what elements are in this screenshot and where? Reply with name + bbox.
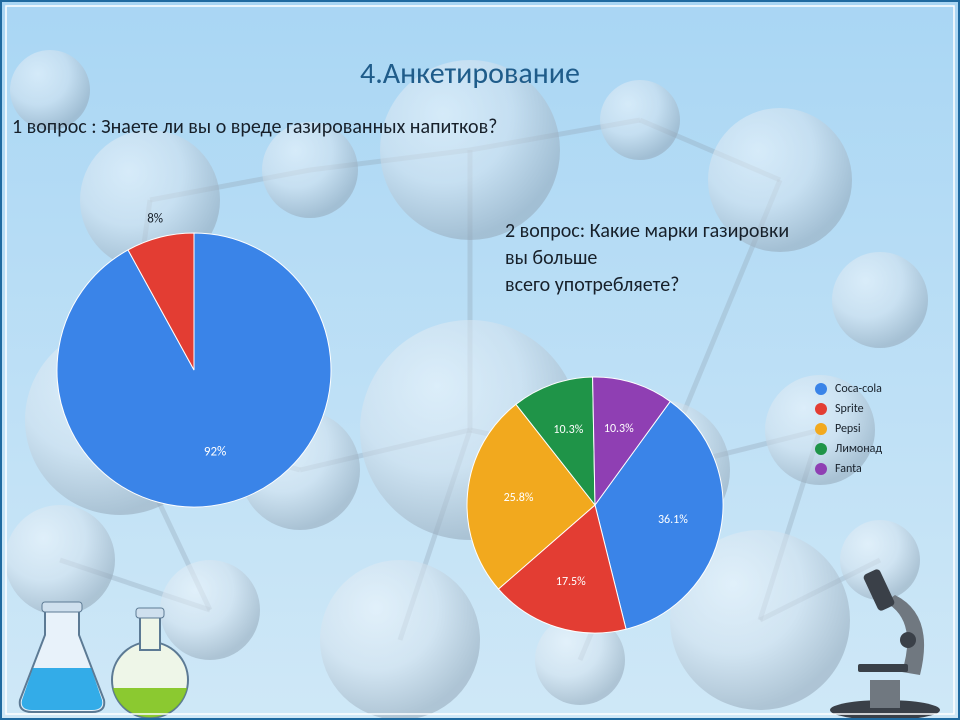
pie-slice-label: 92% bbox=[204, 445, 226, 460]
legend-swatch bbox=[815, 403, 827, 415]
pie-slice-label: 36.1% bbox=[658, 513, 688, 527]
pie-slice-label: 10.3% bbox=[604, 422, 634, 436]
legend-swatch bbox=[815, 463, 827, 475]
legend-label: Coca-cola bbox=[835, 382, 882, 396]
legend-swatch bbox=[815, 383, 827, 395]
pie-slice-label: 17.5% bbox=[556, 575, 586, 589]
legend-item: Pepsi bbox=[815, 422, 882, 436]
legend-label: Pepsi bbox=[835, 422, 861, 436]
legend-item: Coca-cola bbox=[815, 382, 882, 396]
legend-swatch bbox=[815, 443, 827, 455]
legend-item: Лимонад bbox=[815, 442, 882, 456]
pie-slice-label: 8% bbox=[147, 211, 163, 226]
legend-item: Fanta bbox=[815, 462, 882, 476]
pie-slice-label: 25.8% bbox=[504, 491, 534, 505]
legend-label: Лимонад bbox=[835, 442, 882, 456]
legend-label: Sprite bbox=[835, 402, 864, 416]
pie2-legend: Coca-cola Sprite Pepsi Лимонад Fanta bbox=[815, 382, 882, 482]
pie-chart-2: 36.1% 17.5% 25.8% 10.3% 10.3% bbox=[437, 347, 753, 663]
pie-slice-label: 10.3% bbox=[553, 423, 583, 437]
legend-swatch bbox=[815, 423, 827, 435]
page-title: 4.Анкетирование bbox=[360, 55, 580, 92]
question-1-text: 1 вопрос : Знаете ли вы о вреде газирова… bbox=[12, 115, 497, 139]
pie-chart-1: 92% 8% bbox=[27, 203, 361, 537]
legend-label: Fanta bbox=[835, 462, 862, 476]
legend-item: Sprite bbox=[815, 402, 882, 416]
question-2-text: 2 вопрос: Какие марки газировки вы больш… bbox=[505, 218, 789, 299]
